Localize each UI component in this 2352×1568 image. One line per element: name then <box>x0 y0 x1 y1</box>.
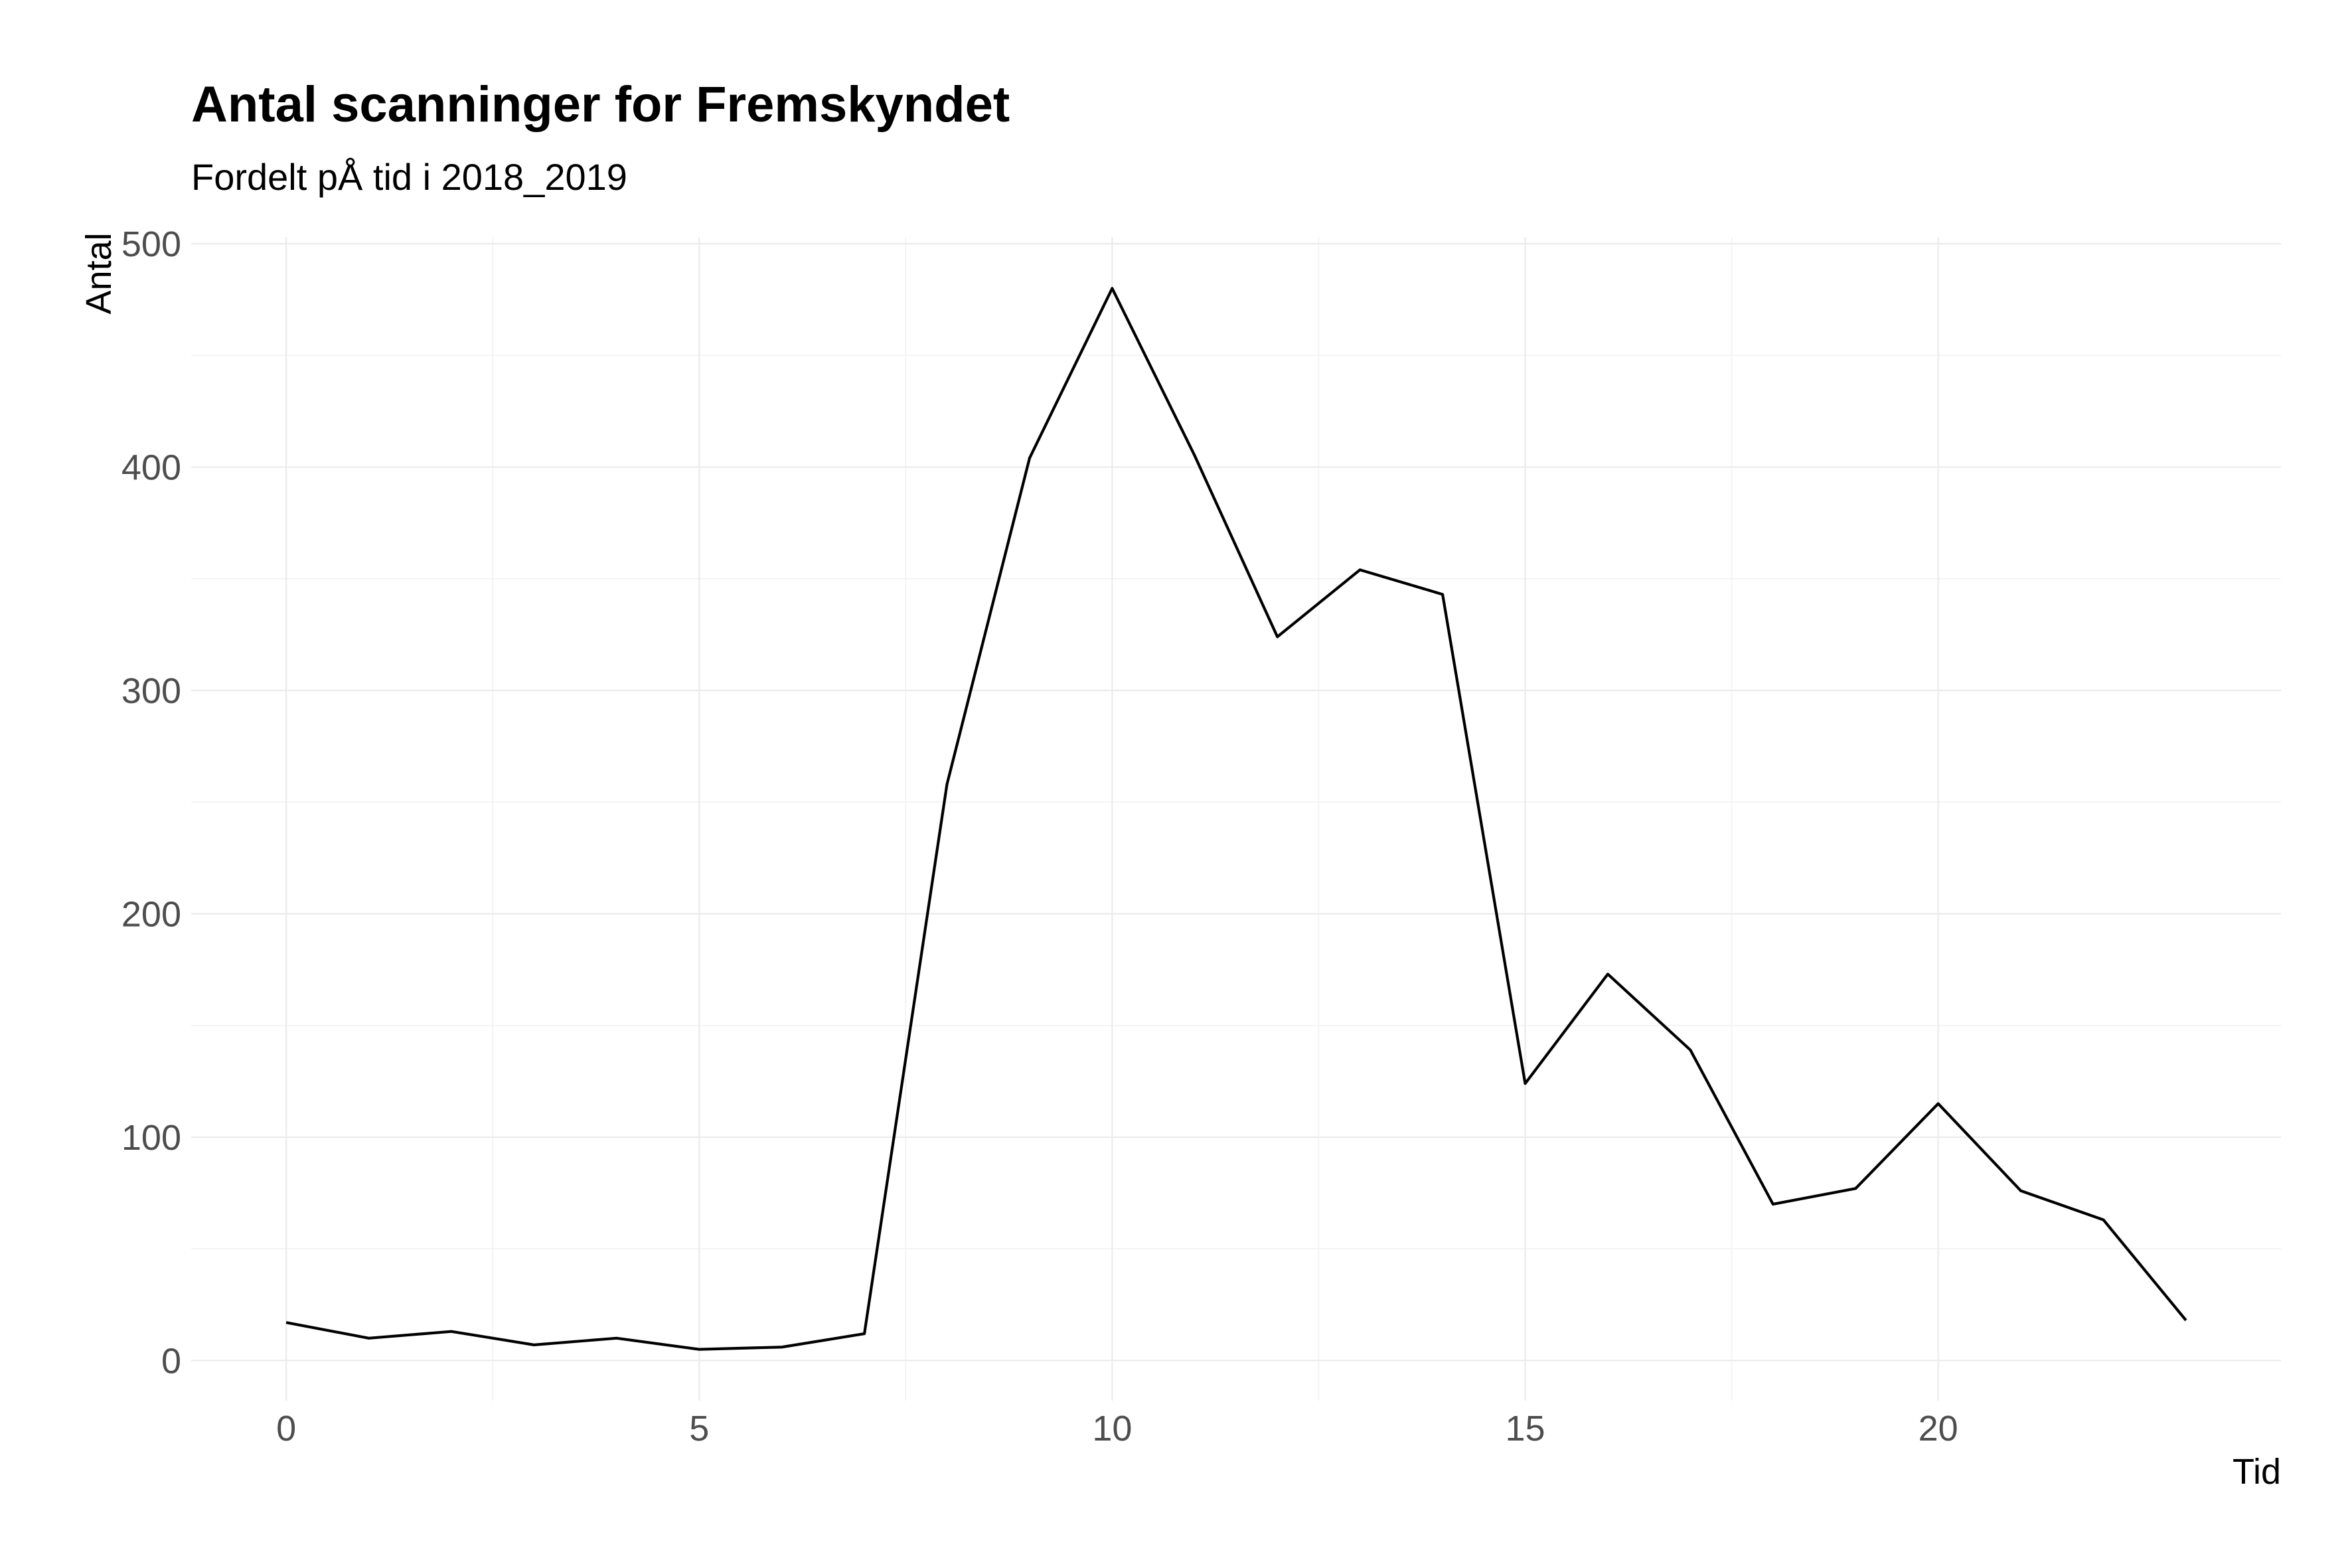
x-tick-label: 0 <box>276 1409 296 1449</box>
y-tick-label: 200 <box>121 894 181 934</box>
series-layer <box>285 287 2187 1351</box>
y-tick-label: 100 <box>121 1118 181 1158</box>
grid-layer <box>191 237 2281 1401</box>
x-axis-title: Tid <box>2233 1452 2281 1492</box>
y-tick-labels: 0 100 200 300 400 500 <box>121 224 181 1381</box>
x-tick-label: 5 <box>689 1409 709 1449</box>
y-tick-label: 0 <box>161 1341 181 1381</box>
y-tick-label: 400 <box>121 448 181 488</box>
x-tick-labels: 0 5 10 15 20 <box>276 1409 1958 1449</box>
y-tick-label: 300 <box>121 671 181 711</box>
chart-title: Antal scanninger for Fremskyndet <box>191 76 1010 133</box>
y-axis-title: Antal <box>79 232 119 314</box>
x-tick-label: 20 <box>1919 1409 1958 1449</box>
x-tick-label: 10 <box>1092 1409 1132 1449</box>
series-line <box>285 287 2187 1351</box>
chart-subtitle: Fordelt pÅ tid i 2018_2019 <box>191 156 627 198</box>
y-tick-label: 500 <box>121 224 181 264</box>
x-tick-label: 15 <box>1505 1409 1545 1449</box>
